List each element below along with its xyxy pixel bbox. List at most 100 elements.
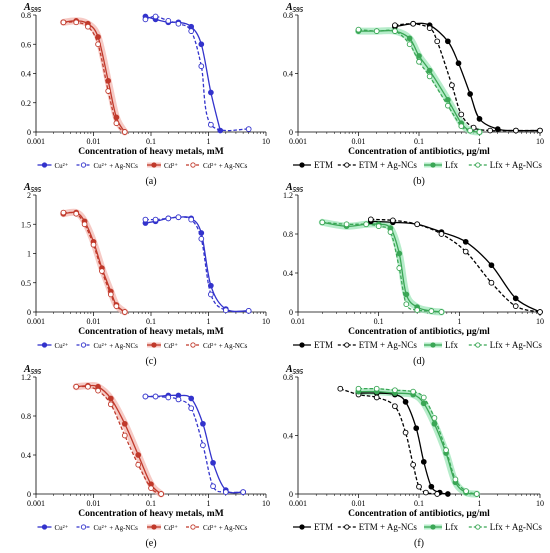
data-point	[73, 383, 80, 390]
data-point	[416, 53, 422, 59]
legend-marker	[151, 162, 157, 168]
data-point	[392, 403, 398, 410]
data-point	[85, 383, 91, 390]
x-axis-label: Concentration of heavy metals, mM	[78, 327, 223, 337]
series-line	[322, 221, 442, 313]
data-point	[488, 279, 495, 286]
data-point	[165, 18, 172, 24]
y-tick-label: 0	[289, 128, 293, 137]
data-point	[420, 400, 427, 407]
x-axis-label: Concentration of antibiotics, µg/ml	[348, 147, 490, 157]
legend-marker	[344, 524, 350, 530]
series-line	[76, 384, 162, 495]
series-line	[145, 216, 249, 313]
data-point	[392, 28, 398, 34]
x-axis-label: Concentration of antibiotics, µg/ml	[348, 509, 490, 519]
data-point	[476, 129, 483, 135]
legend-entry: Lfx	[424, 340, 458, 350]
series-line	[394, 23, 540, 132]
x-tick-label: 0.1	[414, 137, 424, 146]
x-tick-label: 10	[262, 317, 270, 326]
legend-entry: Cd²⁺ + Ag-NCs	[186, 524, 248, 532]
data-point	[152, 13, 159, 20]
y-tick-label: 0.4	[283, 432, 293, 441]
data-point	[121, 420, 128, 427]
data-point	[200, 420, 206, 427]
data-point	[410, 461, 416, 468]
series-line	[145, 216, 249, 313]
y-tick-label: 0	[289, 308, 293, 317]
legend-label: Cu²⁺ + Ag-NCs	[94, 342, 139, 350]
panel-label: (c)	[145, 356, 156, 367]
series-band	[59, 208, 129, 316]
legend-marker	[299, 524, 305, 530]
x-tick-label: 1	[207, 317, 211, 326]
legend-marker	[41, 162, 48, 168]
data-point	[488, 262, 495, 269]
panel-c: A595 0 0.5 1 1.5 2 0.001 0.01 0.1 1 10 Concentratio…	[21, 182, 270, 367]
legend-marker	[41, 342, 48, 348]
series-line	[322, 221, 442, 313]
data-point	[121, 432, 128, 439]
data-point	[438, 231, 445, 237]
legend-label: Cu²⁺	[55, 342, 69, 350]
series-line	[145, 395, 244, 494]
legend-label: Cd²⁺	[164, 524, 178, 532]
legend-marker	[190, 162, 196, 168]
data-point	[245, 307, 252, 314]
data-point	[142, 216, 149, 223]
data-point	[458, 111, 465, 118]
y-tick-label: 1.2	[283, 191, 293, 200]
data-point	[355, 385, 362, 392]
data-point	[188, 216, 195, 223]
data-point	[396, 265, 403, 271]
y-tick-label: 0.8	[21, 11, 31, 20]
y-axis-label-subscript: 595	[293, 6, 304, 14]
data-point	[426, 73, 433, 80]
series-band	[318, 218, 445, 316]
x-axis-label: Concentration of heavy metals, mM	[78, 509, 223, 519]
legend-entry: ETM	[293, 522, 333, 532]
y-tick-label: 0.2	[21, 99, 31, 108]
legend-entry: ETM + Ag-NCs	[337, 340, 417, 350]
data-point	[95, 34, 101, 40]
y-tick-label: 0	[27, 490, 31, 499]
x-tick-label: 0.1	[374, 317, 384, 326]
x-tick-label: 10	[536, 317, 544, 326]
legend-marker	[475, 524, 481, 530]
series-line	[358, 390, 477, 495]
data-point	[402, 429, 409, 436]
data-point	[198, 63, 205, 70]
data-point	[396, 250, 403, 257]
legend-marker	[430, 342, 436, 348]
legend-marker	[475, 342, 481, 348]
data-point	[188, 28, 195, 34]
data-point	[73, 210, 80, 217]
data-point	[343, 221, 350, 228]
data-point	[390, 217, 396, 224]
legend-marker	[344, 162, 350, 168]
data-point	[175, 20, 182, 27]
legend-label: Cu²⁺	[55, 524, 69, 532]
y-axis-label: A595	[23, 182, 42, 194]
legend-entry: Cu²⁺	[37, 162, 69, 170]
data-point	[403, 291, 410, 298]
data-point	[375, 223, 382, 230]
legend-entry: ETM + Ag-NCs	[337, 160, 417, 170]
x-tick-label: 0.1	[146, 137, 156, 146]
legend-marker	[430, 524, 436, 530]
data-point	[416, 483, 422, 490]
data-point	[210, 459, 216, 466]
x-tick-label: 0.01	[291, 317, 305, 326]
data-point	[90, 241, 97, 248]
x-tick-label: 10	[536, 137, 544, 146]
data-point	[222, 307, 229, 314]
x-tick-label: 0.01	[87, 499, 101, 508]
data-point	[135, 461, 142, 468]
legend-label: Lfx + Ag-NCs	[490, 160, 543, 170]
x-tick-label: 1	[457, 317, 461, 326]
y-tick-label: 0.8	[283, 11, 293, 20]
data-point	[99, 268, 105, 274]
data-point	[240, 489, 246, 495]
